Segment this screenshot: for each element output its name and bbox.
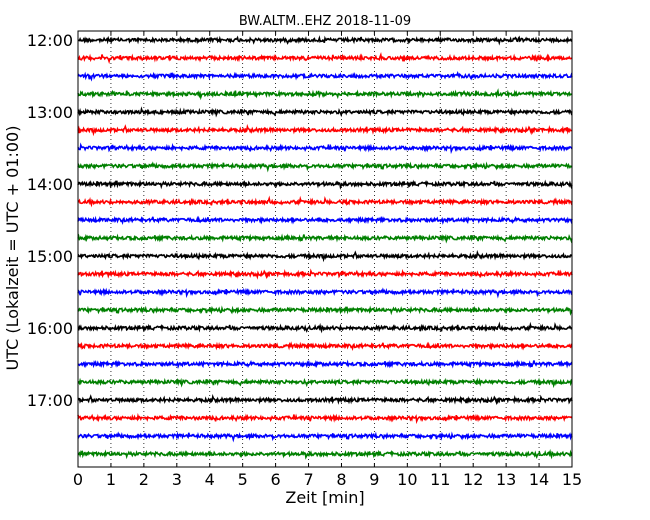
x-tick-label: 2	[139, 470, 149, 489]
trace-1545	[77, 305, 573, 316]
trace-1630	[77, 359, 573, 369]
trace-1745	[77, 448, 573, 460]
x-tick-label: 11	[430, 470, 450, 489]
trace-1245	[77, 88, 573, 101]
trace-1700	[77, 393, 573, 406]
x-tick-label: 14	[529, 470, 549, 489]
x-tick-label: 5	[238, 470, 248, 489]
x-tick-label: 7	[303, 470, 313, 489]
trace-1345	[77, 161, 573, 173]
trace-group	[77, 35, 573, 460]
x-tick-label: 1	[106, 470, 116, 489]
trace-1730	[77, 431, 573, 443]
trace-1315	[77, 123, 573, 137]
y-tick-label: 14:00	[27, 175, 73, 194]
y-tick-label: 17:00	[27, 391, 73, 410]
trace-1415	[77, 195, 573, 208]
trace-1515	[77, 268, 573, 280]
trace-1215	[77, 52, 573, 65]
x-tick-label: 0	[73, 470, 83, 489]
trace-1445	[77, 233, 573, 244]
trace-1230	[77, 70, 573, 82]
trace-1530	[77, 287, 573, 299]
plot-frame	[77, 30, 573, 468]
x-tick-label: 3	[172, 470, 182, 489]
y-tick-label: 13:00	[27, 103, 73, 122]
x-tick-label: 12	[463, 470, 483, 489]
x-axis-label: Zeit [min]	[285, 488, 364, 507]
trace-1600	[77, 321, 573, 334]
axis-ticks: 0 1 2 3 4 5 6 7 8 9 10 11 12 13 14 1512:0013:0014:0015:…	[27, 31, 582, 489]
trace-1400	[77, 179, 573, 190]
trace-1715	[77, 412, 573, 425]
x-tick-label: 15	[562, 470, 582, 489]
x-tick-label: 10	[397, 470, 417, 489]
x-tick-label: 13	[496, 470, 516, 489]
chart-title: BW.ALTM..EHZ 2018-11-09	[239, 14, 411, 29]
trace-1615	[77, 341, 573, 351]
grid-lines	[110, 31, 540, 467]
y-tick-label: 12:00	[27, 31, 73, 50]
x-tick-label: 6	[271, 470, 281, 489]
y-tick-label: 16:00	[27, 319, 73, 338]
x-tick-label: 9	[369, 470, 379, 489]
x-tick-label: 4	[205, 470, 215, 489]
trace-1200	[77, 35, 573, 46]
trace-1330	[77, 142, 573, 155]
y-axis-label: UTC (Lokalzeit = UTC + 01:00)	[3, 126, 22, 371]
trace-1645	[77, 377, 573, 389]
trace-1300	[77, 106, 573, 118]
x-tick-label: 8	[336, 470, 346, 489]
trace-1430	[77, 215, 573, 225]
y-tick-label: 15:00	[27, 247, 73, 266]
trace-1500	[77, 249, 573, 263]
